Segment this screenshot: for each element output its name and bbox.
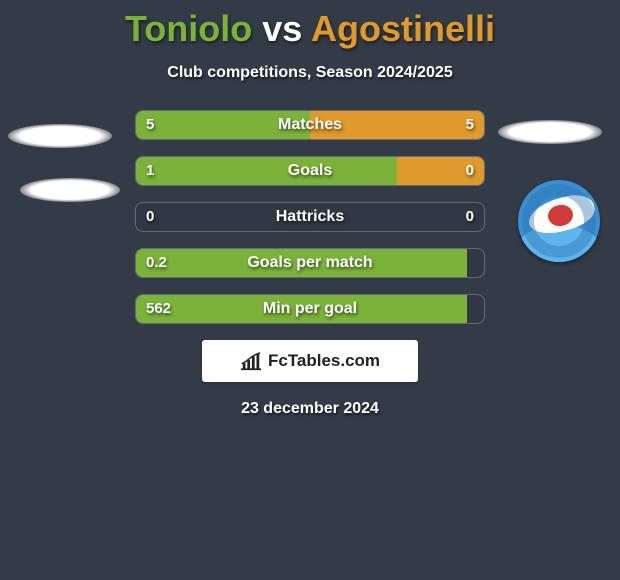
stat-row: 0.2Goals per match — [135, 248, 485, 278]
stat-fill-right — [310, 111, 484, 139]
stat-fill-left — [136, 111, 310, 139]
subtitle: Club competitions, Season 2024/2025 — [0, 64, 620, 82]
generated-date: 23 december 2024 — [0, 400, 620, 418]
player1-name: Toniolo — [125, 8, 252, 49]
watermark-text: FcTables.com — [268, 351, 380, 371]
stat-value-left: 5 — [146, 111, 154, 139]
stat-value-right: 0 — [466, 157, 474, 185]
player2-name: Agostinelli — [311, 8, 495, 49]
stat-fill-left — [136, 157, 397, 185]
vs-text: vs — [262, 8, 302, 49]
stat-row: 562Min per goal — [135, 294, 485, 324]
player2-club-badge — [518, 180, 600, 262]
stat-row: 0 0Hattricks — [135, 202, 485, 232]
stat-value-right: 5 — [466, 111, 474, 139]
stat-fill-left — [136, 295, 467, 323]
bar-chart-icon — [240, 351, 262, 371]
page-title: Toniolo vs Agostinelli — [0, 0, 620, 50]
watermark: FcTables.com — [202, 340, 418, 382]
player1-silhouette-bottom — [20, 178, 120, 202]
stat-value-left: 0 — [146, 203, 154, 231]
stat-value-left: 1 — [146, 157, 154, 185]
stat-value-left: 562 — [146, 295, 171, 323]
stat-fill-left — [136, 249, 467, 277]
comparison-bars: 55Matches10Goals00Hattricks0.2Goals per … — [135, 110, 485, 324]
stat-row: 55Matches — [135, 110, 485, 140]
stat-row: 10Goals — [135, 156, 485, 186]
stat-label: Hattricks — [136, 203, 484, 231]
stat-value-left: 0.2 — [146, 249, 167, 277]
stat-value-right: 0 — [466, 203, 474, 231]
player1-silhouette-top — [8, 124, 112, 148]
player2-silhouette-top — [498, 120, 602, 144]
